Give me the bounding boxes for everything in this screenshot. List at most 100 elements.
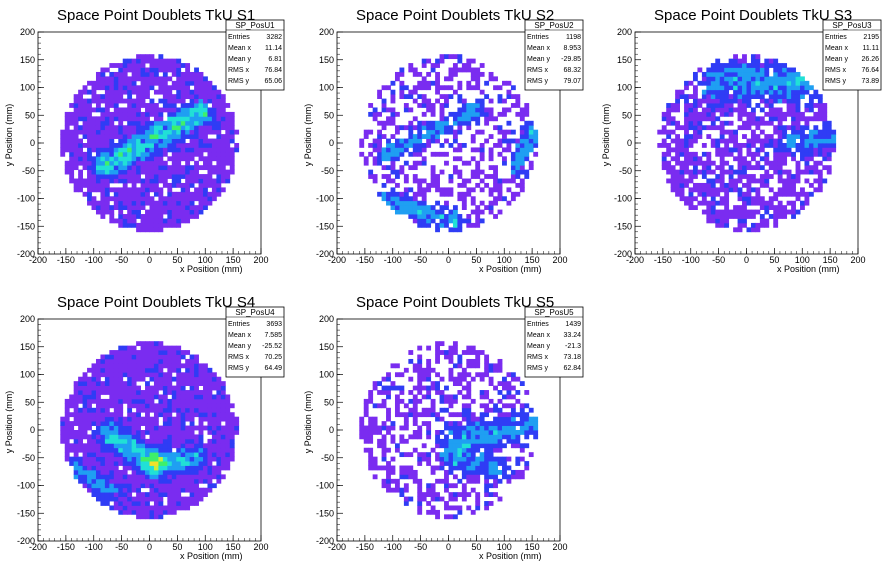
histogram-cell [719, 214, 725, 219]
histogram-cell [493, 461, 498, 466]
histogram-cell [118, 98, 124, 104]
histogram-cell [457, 425, 463, 431]
histogram-cell [791, 71, 796, 77]
histogram-cell [104, 354, 110, 360]
histogram-cell [203, 178, 208, 184]
histogram-cell [78, 381, 83, 386]
histogram-cell [479, 421, 485, 426]
histogram-cell [149, 416, 155, 422]
histogram-cell [421, 98, 427, 104]
histogram-cell [719, 156, 725, 162]
histogram-cell [180, 390, 186, 395]
histogram-cell [750, 94, 756, 99]
histogram-cell [817, 174, 823, 179]
histogram-cell [430, 182, 436, 188]
histogram-cell [448, 376, 454, 382]
histogram-cell [484, 363, 490, 369]
histogram-cell [470, 398, 476, 404]
histogram-cell [475, 103, 481, 108]
histogram-cell [750, 178, 756, 184]
histogram-cell [363, 403, 369, 409]
histogram-cell [109, 505, 115, 511]
histogram-cell [211, 94, 217, 99]
histogram-cell [466, 394, 472, 400]
histogram-cell [140, 447, 146, 453]
histogram-cell [109, 354, 115, 360]
histogram-cell [773, 76, 779, 82]
histogram-cell [100, 412, 106, 418]
histogram-cell [203, 134, 208, 139]
histogram-cell [211, 178, 217, 184]
histogram-cell [207, 111, 213, 117]
histogram-cell [122, 165, 128, 171]
histogram-cell [502, 461, 507, 466]
histogram-cell [118, 196, 124, 202]
histogram-cell [804, 143, 810, 148]
histogram-cell [808, 94, 814, 99]
histogram-cell [439, 416, 445, 422]
histogram-cell [140, 218, 146, 224]
histogram-cell [87, 474, 92, 480]
histogram-cell [706, 165, 712, 171]
histogram-cell [127, 200, 133, 206]
histogram-cell [194, 129, 199, 135]
histogram-cell [109, 94, 115, 99]
histogram-cell [488, 434, 494, 440]
histogram-cell [417, 345, 423, 351]
histogram-cell [692, 134, 698, 139]
histogram-cell [118, 354, 124, 360]
histogram-cell [100, 134, 106, 139]
histogram-cell [91, 430, 97, 435]
histogram-cell [742, 63, 747, 68]
histogram-cell [475, 182, 481, 188]
histogram-cell [399, 85, 405, 91]
histogram-cell [719, 103, 725, 108]
histogram-cell [461, 103, 467, 108]
histogram-cell [417, 147, 423, 153]
histogram-cell [826, 147, 832, 153]
histogram-cell [479, 452, 485, 458]
histogram-cell [746, 103, 752, 108]
histogram-cell [706, 134, 712, 139]
histogram-cell [737, 143, 743, 148]
histogram-cell [189, 367, 195, 373]
histogram-cell [430, 465, 436, 471]
histogram-cell [452, 89, 458, 95]
histogram-cell [194, 403, 199, 409]
histogram-cell [706, 209, 712, 215]
histogram-cell [488, 174, 494, 179]
histogram-cell [189, 156, 195, 162]
histogram-cell [759, 98, 765, 104]
histogram-cell [493, 169, 498, 175]
histogram-cell [153, 58, 159, 64]
histogram-cell [176, 456, 182, 462]
histogram-cell [430, 487, 436, 493]
histogram-cell [417, 363, 423, 369]
histogram-cell [444, 483, 449, 489]
histogram-cell [742, 98, 747, 104]
histogram-cell [457, 461, 463, 466]
histogram-cell [122, 474, 128, 480]
histogram-cell [158, 147, 164, 153]
histogram-cell [510, 129, 516, 135]
histogram-cell [153, 111, 159, 117]
histogram-cell [149, 465, 155, 471]
histogram-cell [162, 492, 168, 497]
histogram-cell [426, 58, 432, 64]
histogram-cell [171, 478, 177, 484]
histogram-cell [122, 487, 128, 493]
histogram-cell [203, 452, 208, 458]
histogram-cell [800, 143, 805, 148]
histogram-cell [724, 209, 730, 215]
histogram-cell [185, 125, 191, 131]
histogram-cell [100, 398, 106, 404]
histogram-cell [817, 111, 823, 117]
histogram-cell [497, 182, 503, 188]
histogram-cell [728, 85, 734, 91]
histogram-cell [412, 125, 418, 131]
histogram-cell [688, 160, 694, 166]
histogram-cell [773, 160, 779, 166]
histogram-cell [225, 138, 231, 144]
histogram-cell [171, 483, 177, 489]
